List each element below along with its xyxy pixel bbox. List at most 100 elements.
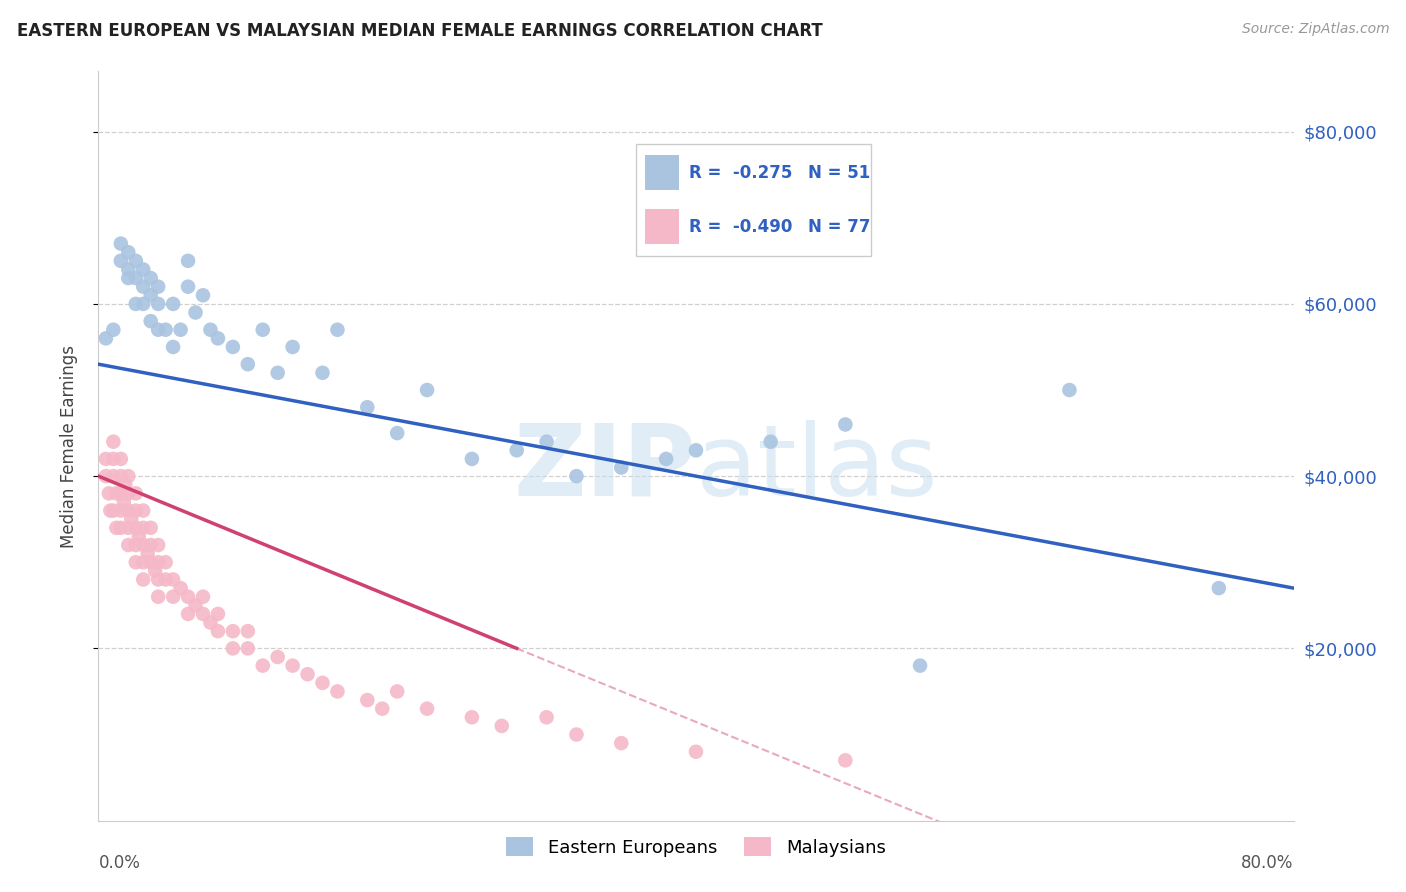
Point <box>132 503 155 517</box>
Point <box>125 297 148 311</box>
Point <box>132 538 155 552</box>
Point <box>103 434 125 449</box>
Point <box>191 288 214 302</box>
Point <box>94 331 117 345</box>
Point <box>311 366 333 380</box>
Point <box>565 727 588 741</box>
Point <box>132 297 155 311</box>
Point <box>110 236 132 251</box>
Point <box>281 340 304 354</box>
Point <box>207 331 229 345</box>
Point <box>610 736 633 750</box>
Point <box>125 486 148 500</box>
Point <box>222 624 245 639</box>
Point <box>125 521 148 535</box>
Point <box>1059 383 1081 397</box>
Point <box>103 323 125 337</box>
Point <box>143 564 166 578</box>
Point <box>148 590 170 604</box>
Point <box>416 701 439 715</box>
Point <box>112 495 135 509</box>
Point <box>125 271 148 285</box>
Y-axis label: Median Female Earnings: Median Female Earnings <box>59 344 77 548</box>
Point <box>461 710 484 724</box>
Point <box>162 340 184 354</box>
Point <box>132 521 155 535</box>
Point <box>1208 581 1230 595</box>
Point <box>110 486 132 500</box>
Point <box>169 323 191 337</box>
Point <box>132 262 155 277</box>
Point <box>169 581 191 595</box>
Point <box>98 503 122 517</box>
Point <box>491 719 513 733</box>
Text: Source: ZipAtlas.com: Source: ZipAtlas.com <box>1241 22 1389 37</box>
Point <box>685 443 707 458</box>
Point <box>908 658 931 673</box>
Point <box>97 486 120 500</box>
Point <box>128 529 150 543</box>
Point <box>385 684 409 698</box>
Point <box>110 451 132 466</box>
Point <box>191 590 214 604</box>
Point <box>267 650 290 665</box>
Point <box>103 469 125 483</box>
Text: R =  -0.275: R = -0.275 <box>689 164 792 182</box>
Point <box>139 538 162 552</box>
Point <box>200 323 222 337</box>
Point <box>207 624 229 639</box>
Point <box>162 573 184 587</box>
FancyBboxPatch shape <box>645 155 679 190</box>
Point <box>356 401 378 415</box>
Point <box>311 676 333 690</box>
Point <box>148 323 170 337</box>
Text: EASTERN EUROPEAN VS MALAYSIAN MEDIAN FEMALE EARNINGS CORRELATION CHART: EASTERN EUROPEAN VS MALAYSIAN MEDIAN FEM… <box>17 22 823 40</box>
Point <box>132 573 155 587</box>
Point <box>132 279 155 293</box>
Point <box>110 503 132 517</box>
Text: 80.0%: 80.0% <box>1241 855 1294 872</box>
Point <box>536 434 558 449</box>
Point <box>148 297 170 311</box>
Legend: Eastern Europeans, Malaysians: Eastern Europeans, Malaysians <box>499 830 893 864</box>
Point <box>177 279 200 293</box>
Point <box>155 555 177 569</box>
Point <box>105 486 128 500</box>
FancyBboxPatch shape <box>645 209 679 244</box>
Point <box>281 658 304 673</box>
Point <box>125 555 148 569</box>
Point <box>120 512 142 526</box>
Point <box>177 253 200 268</box>
Point <box>117 262 139 277</box>
Point <box>177 607 200 621</box>
Point <box>184 599 207 613</box>
Point <box>222 340 245 354</box>
Point <box>162 297 184 311</box>
Text: ZIP: ZIP <box>513 420 696 517</box>
Point <box>326 323 349 337</box>
Point <box>139 314 162 328</box>
Point <box>148 538 170 552</box>
Point <box>834 753 856 767</box>
Point <box>110 521 132 535</box>
Point <box>267 366 290 380</box>
Point <box>155 573 177 587</box>
Point <box>326 684 349 698</box>
Point <box>105 521 128 535</box>
Point <box>148 555 170 569</box>
Point <box>162 590 184 604</box>
Point <box>536 710 558 724</box>
Point <box>506 443 529 458</box>
Point <box>103 451 125 466</box>
Point <box>117 245 139 260</box>
Point <box>110 253 132 268</box>
Point <box>610 460 633 475</box>
Point <box>371 701 394 715</box>
Point <box>148 573 170 587</box>
Point <box>155 323 177 337</box>
Point <box>834 417 856 432</box>
Point <box>385 426 409 441</box>
Point <box>356 693 378 707</box>
Point <box>114 477 136 491</box>
Point <box>94 451 117 466</box>
